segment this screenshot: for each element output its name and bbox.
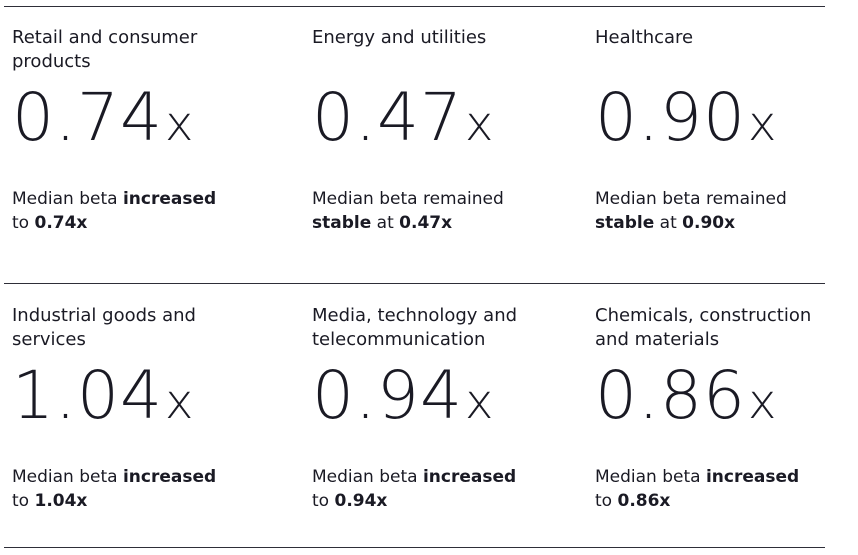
description-text: at xyxy=(376,213,394,233)
sector-title: Energy and utilities xyxy=(312,27,487,48)
description-text: increased xyxy=(122,189,217,209)
sector-card: Media, technology and telecommunication 0… xyxy=(312,304,542,513)
description-text: Median beta remained xyxy=(595,189,787,209)
beta-number: 1.04 xyxy=(12,357,163,434)
sector-title: Media, technology and telecommunication xyxy=(312,305,518,350)
description-text: Median beta xyxy=(12,467,118,487)
description-text: to xyxy=(312,491,330,511)
beta-number: 0.74 xyxy=(12,79,163,156)
description-text: increased xyxy=(122,467,217,487)
beta-number: 0.47 xyxy=(312,79,463,156)
description-text: stable xyxy=(312,213,372,233)
beta-unit: x xyxy=(747,96,777,152)
description: Median beta increased to 0.74x xyxy=(12,187,227,235)
description-text: to xyxy=(595,491,613,511)
beta-value: 0.86x xyxy=(595,358,825,451)
description-text: to xyxy=(12,491,30,511)
divider xyxy=(4,283,825,284)
description-text: increased xyxy=(422,467,517,487)
beta-unit: x xyxy=(164,96,194,152)
description-text: 0.86x xyxy=(617,491,671,511)
beta-value: 0.94x xyxy=(312,358,542,451)
sector-card: Retail and consumer products 0.74x Median … xyxy=(12,26,242,235)
divider xyxy=(4,547,825,548)
beta-number: 0.94 xyxy=(312,357,463,434)
description-text: stable xyxy=(595,213,655,233)
beta-unit: x xyxy=(464,374,494,430)
beta-unit: x xyxy=(164,374,194,430)
sector-card: Chemicals, construction and materials 0.8… xyxy=(595,304,825,513)
description-text: Median beta xyxy=(12,189,118,209)
beta-value: 0.90x xyxy=(595,80,825,173)
description-text: Median beta xyxy=(595,467,701,487)
beta-unit: x xyxy=(464,96,494,152)
description: Median beta remained stable at 0.90x xyxy=(595,187,810,235)
description: Median beta increased to 1.04x xyxy=(12,465,227,513)
description-text: 0.94x xyxy=(334,491,388,511)
divider xyxy=(4,6,825,7)
sector-card: Industrial goods and services 1.04x Median… xyxy=(12,304,242,513)
beta-number: 0.86 xyxy=(595,357,746,434)
sector-card: Healthcare 0.90x Median beta remained stab… xyxy=(595,26,825,235)
description-text: at xyxy=(659,213,677,233)
beta-value: 0.47x xyxy=(312,80,542,173)
description-text: Median beta xyxy=(312,467,418,487)
sector-title: Chemicals, construction and materials xyxy=(595,305,812,350)
description-text: 0.74x xyxy=(34,213,88,233)
description: Median beta remained stable at 0.47x xyxy=(312,187,527,235)
description-text: Median beta remained xyxy=(312,189,504,209)
sector-title: Industrial goods and services xyxy=(12,305,196,350)
beta-number: 0.90 xyxy=(595,79,746,156)
description-text: increased xyxy=(705,467,800,487)
sector-title: Retail and consumer products xyxy=(12,27,198,72)
description-text: to xyxy=(12,213,30,233)
beta-value: 1.04x xyxy=(12,358,242,451)
beta-unit: x xyxy=(747,374,777,430)
description-text: 0.47x xyxy=(399,213,453,233)
beta-value: 0.74x xyxy=(12,80,242,173)
description-text: 1.04x xyxy=(34,491,88,511)
sector-card: Energy and utilities 0.47x Median beta rem… xyxy=(312,26,542,235)
description: Median beta increased to 0.86x xyxy=(595,465,810,513)
sector-title: Healthcare xyxy=(595,27,694,48)
description: Median beta increased to 0.94x xyxy=(312,465,527,513)
description-text: 0.90x xyxy=(682,213,736,233)
